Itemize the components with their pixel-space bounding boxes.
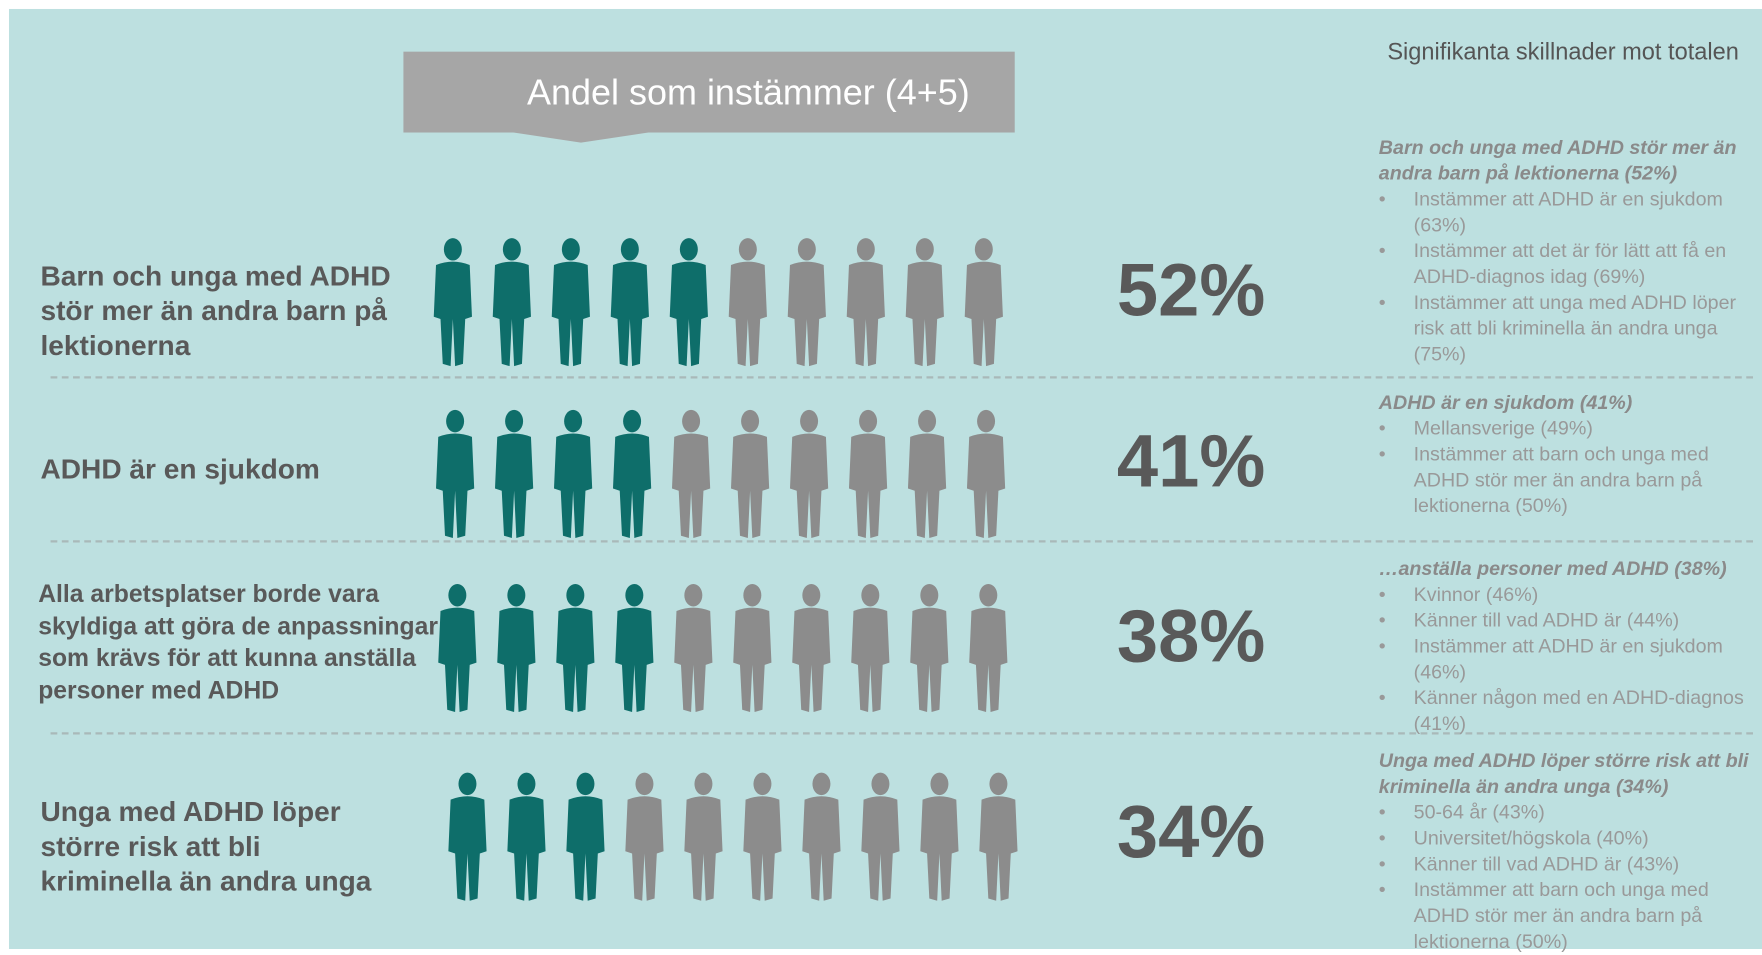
person-icon <box>674 584 712 712</box>
person-icon <box>611 238 649 366</box>
note-item: Kvinnor (46%) <box>1379 582 1759 608</box>
label-text: Barn och unga med ADHD stör mer än andra… <box>40 259 400 363</box>
person-icon <box>847 238 885 366</box>
person-icon <box>802 773 840 901</box>
percentage: 34% <box>1079 788 1304 873</box>
note-item: Mellansverige (49%) <box>1379 416 1759 442</box>
person-icon <box>684 773 722 901</box>
person-icon <box>861 773 899 901</box>
note-block: …anställa personer med ADHD (38%)Kvinnor… <box>1379 556 1759 737</box>
person-icon <box>967 410 1005 538</box>
slide: Andel som instämmer (4+5) Signifikanta s… <box>0 0 1762 949</box>
label-text: Alla arbetsplatser borde vara skyldiga a… <box>38 578 443 706</box>
person-icon <box>792 584 830 712</box>
note-list: 50-64 år (43%)Universitet/högskola (40%)… <box>1379 800 1759 955</box>
note-item: Känner någon med en ADHD-diagnos (41%) <box>1379 685 1759 737</box>
note-item: Instämmer att det är för lätt att få en … <box>1379 238 1759 290</box>
person-icon <box>733 584 771 712</box>
person-icon <box>849 410 887 538</box>
person-icon <box>493 238 531 366</box>
person-icon <box>625 773 663 901</box>
note-item: Instämmer att ADHD är en sjukdom (63%) <box>1379 186 1759 238</box>
row-label: Unga med ADHD löper större risk att bli … <box>40 751 377 942</box>
person-icon <box>613 410 651 538</box>
person-icon <box>556 584 594 712</box>
note-item: Instämmer att ADHD är en sjukdom (46%) <box>1379 633 1759 685</box>
person-icon <box>438 584 476 712</box>
row-label: Alla arbetsplatser borde vara skyldiga a… <box>38 547 443 738</box>
note-list: Mellansverige (49%)Instämmer att barn oc… <box>1379 416 1759 519</box>
label-text: Unga med ADHD löper större risk att bli … <box>40 795 377 899</box>
note-item: Känner till vad ADHD är (44%) <box>1379 608 1759 634</box>
note-block: Barn och unga med ADHD stör mer än andra… <box>1379 135 1759 367</box>
person-icon <box>969 584 1007 712</box>
person-icon <box>743 773 781 901</box>
person-icon <box>436 410 474 538</box>
person-icon <box>910 584 948 712</box>
person-icon <box>979 773 1017 901</box>
person-icon <box>906 238 944 366</box>
note-title: ADHD är en sjukdom (41%) <box>1379 390 1759 416</box>
person-icon <box>851 584 889 712</box>
label-text: ADHD är en sjukdom <box>40 452 319 487</box>
percentage: 41% <box>1079 418 1304 503</box>
note-item: Instämmer att unga med ADHD löper risk a… <box>1379 290 1759 367</box>
person-icon <box>448 773 486 901</box>
person-icon <box>497 584 535 712</box>
person-icon <box>729 238 767 366</box>
note-item: Universitet/högskola (40%) <box>1379 825 1759 851</box>
person-icon <box>920 773 958 901</box>
percentage: 52% <box>1079 247 1304 332</box>
note-item: 50-64 år (43%) <box>1379 800 1759 826</box>
person-icon <box>434 238 472 366</box>
person-icon <box>965 238 1003 366</box>
person-icon <box>554 410 592 538</box>
person-icon <box>615 584 653 712</box>
note-item: Instämmer att barn och unga med ADHD stö… <box>1379 441 1759 518</box>
person-icon <box>908 410 946 538</box>
note-block: Unga med ADHD löper större risk att bli … <box>1379 748 1759 955</box>
note-title: Barn och unga med ADHD stör mer än andra… <box>1379 135 1759 187</box>
note-title: …anställa personer med ADHD (38%) <box>1379 556 1759 582</box>
person-icon <box>672 410 710 538</box>
person-icon <box>788 238 826 366</box>
note-list: Instämmer att ADHD är en sjukdom (63%)In… <box>1379 186 1759 367</box>
person-icon <box>552 238 590 366</box>
note-block: ADHD är en sjukdom (41%)Mellansverige (4… <box>1379 390 1759 519</box>
note-list: Kvinnor (46%)Känner till vad ADHD är (44… <box>1379 582 1759 737</box>
note-item: Känner till vad ADHD är (43%) <box>1379 851 1759 877</box>
person-icon <box>507 773 545 901</box>
person-icon <box>790 410 828 538</box>
person-icon <box>670 238 708 366</box>
percentage: 38% <box>1079 593 1304 678</box>
note-title: Unga med ADHD löper större risk att bli … <box>1379 748 1759 800</box>
person-icon <box>731 410 769 538</box>
note-item: Instämmer att barn och unga med ADHD stö… <box>1379 877 1759 954</box>
row-label: ADHD är en sjukdom <box>40 374 400 565</box>
person-icon <box>495 410 533 538</box>
person-icon <box>566 773 604 901</box>
